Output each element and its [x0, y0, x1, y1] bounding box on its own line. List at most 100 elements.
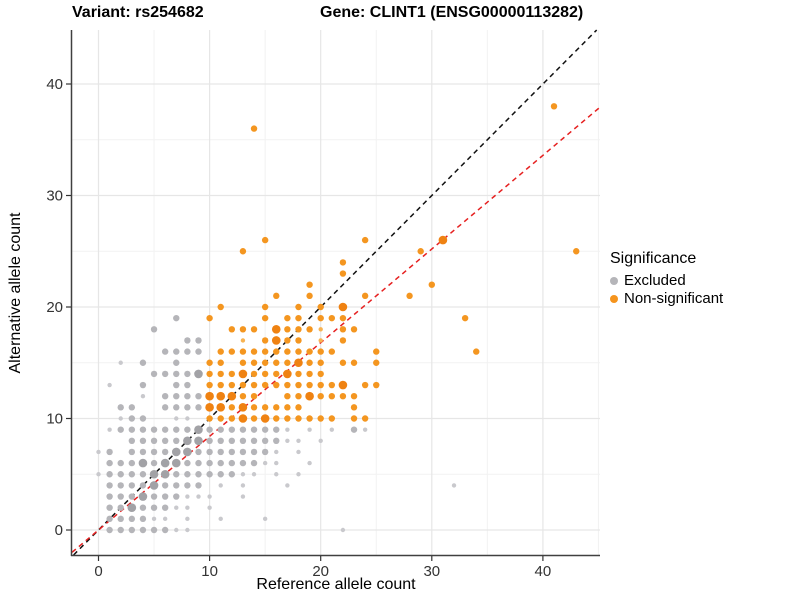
data-point-non-significant	[260, 414, 270, 423]
data-point-excluded	[161, 437, 169, 444]
excluded-swatch-icon	[610, 277, 618, 285]
data-point-excluded	[206, 426, 213, 433]
data-point-excluded	[161, 526, 169, 534]
data-point-excluded	[139, 448, 147, 456]
data-point-non-significant	[228, 415, 236, 422]
data-point-excluded	[128, 437, 136, 444]
data-point-non-significant	[317, 393, 324, 400]
data-point-excluded	[117, 526, 124, 534]
data-point-non-significant	[239, 359, 247, 366]
data-point-excluded	[217, 471, 224, 478]
data-point-excluded	[184, 426, 191, 433]
data-point-excluded	[273, 426, 280, 433]
data-point-non-significant	[239, 393, 247, 400]
x-tick-label: 0	[94, 563, 102, 580]
data-point-non-significant	[328, 393, 336, 400]
data-point-excluded	[173, 426, 180, 433]
data-point-non-significant	[317, 303, 324, 311]
data-point-non-significant	[250, 359, 258, 366]
data-point-non-significant	[216, 391, 226, 401]
data-point-excluded	[173, 493, 180, 500]
data-point-excluded	[195, 348, 202, 355]
data-point-excluded	[239, 437, 247, 444]
data-point-excluded	[96, 449, 101, 455]
data-point-non-significant	[228, 381, 236, 389]
data-point-excluded	[228, 437, 236, 444]
data-point-non-significant	[250, 415, 258, 422]
data-point-excluded	[228, 426, 236, 433]
data-point-excluded	[161, 448, 169, 456]
data-point-excluded	[173, 393, 180, 400]
data-point-non-significant	[250, 370, 258, 378]
data-point-non-significant	[295, 381, 302, 389]
data-point-excluded	[451, 483, 457, 488]
data-point-non-significant	[550, 103, 558, 110]
data-point-excluded	[139, 381, 147, 389]
data-point-non-significant	[373, 381, 380, 389]
data-point-non-significant	[273, 348, 280, 355]
data-point-non-significant	[271, 336, 281, 345]
data-point-non-significant	[339, 270, 347, 277]
data-point-non-significant	[206, 314, 213, 322]
data-point-non-significant	[239, 381, 247, 389]
data-point-non-significant	[261, 236, 269, 244]
data-point-non-significant	[228, 404, 236, 411]
legend-item-label: Excluded	[624, 272, 686, 289]
data-point-excluded	[161, 493, 169, 500]
data-point-excluded	[149, 469, 159, 479]
data-point-non-significant	[250, 348, 258, 355]
data-point-excluded	[218, 516, 223, 522]
data-point-excluded	[184, 393, 191, 400]
data-point-non-significant	[228, 348, 236, 355]
data-point-excluded	[173, 314, 180, 322]
data-point-non-significant	[328, 314, 336, 322]
data-point-excluded	[207, 505, 212, 510]
legend-item-label: Non-significant	[624, 290, 724, 307]
data-point-excluded	[185, 527, 190, 533]
data-point-excluded	[150, 526, 158, 534]
data-point-non-significant	[273, 404, 280, 411]
data-point-excluded	[150, 459, 158, 467]
x-tick-label: 30	[423, 563, 440, 580]
data-point-excluded	[128, 426, 136, 433]
data-point-non-significant	[350, 393, 358, 400]
data-point-excluded	[250, 426, 258, 433]
data-point-excluded	[139, 526, 147, 534]
data-point-non-significant	[271, 325, 281, 334]
data-point-excluded	[150, 504, 158, 511]
data-point-excluded	[329, 427, 335, 432]
data-point-non-significant	[361, 381, 369, 389]
data-point-non-significant	[284, 326, 291, 333]
data-point-excluded	[183, 436, 192, 446]
data-point-excluded	[174, 505, 179, 510]
data-point-non-significant	[273, 381, 280, 389]
data-point-excluded	[162, 516, 168, 522]
data-point-non-significant	[295, 415, 302, 422]
data-point-excluded	[138, 492, 148, 501]
data-point-non-significant	[461, 314, 469, 322]
data-point-excluded	[195, 393, 202, 400]
data-point-excluded	[139, 471, 147, 478]
data-point-non-significant	[406, 292, 413, 300]
data-point-excluded	[150, 426, 158, 433]
data-point-non-significant	[217, 415, 224, 422]
data-point-excluded	[195, 448, 202, 456]
data-point-excluded	[285, 483, 290, 488]
legend-item-excluded: Excluded	[610, 272, 723, 290]
data-point-excluded	[139, 426, 147, 433]
data-point-excluded	[195, 471, 202, 478]
data-point-excluded	[217, 459, 224, 467]
x-tick-label: 10	[201, 563, 218, 580]
data-point-excluded	[117, 493, 124, 500]
data-point-non-significant	[238, 369, 248, 379]
data-point-excluded	[107, 427, 112, 432]
y-tick-label: 0	[55, 522, 63, 539]
data-point-excluded	[106, 459, 113, 467]
data-point-excluded	[261, 437, 269, 444]
data-point-excluded	[138, 458, 148, 468]
data-point-non-significant	[295, 393, 302, 400]
data-point-excluded	[184, 459, 191, 467]
data-point-excluded	[194, 369, 203, 379]
y-tick-label: 40	[46, 76, 63, 93]
data-point-excluded	[106, 515, 113, 523]
